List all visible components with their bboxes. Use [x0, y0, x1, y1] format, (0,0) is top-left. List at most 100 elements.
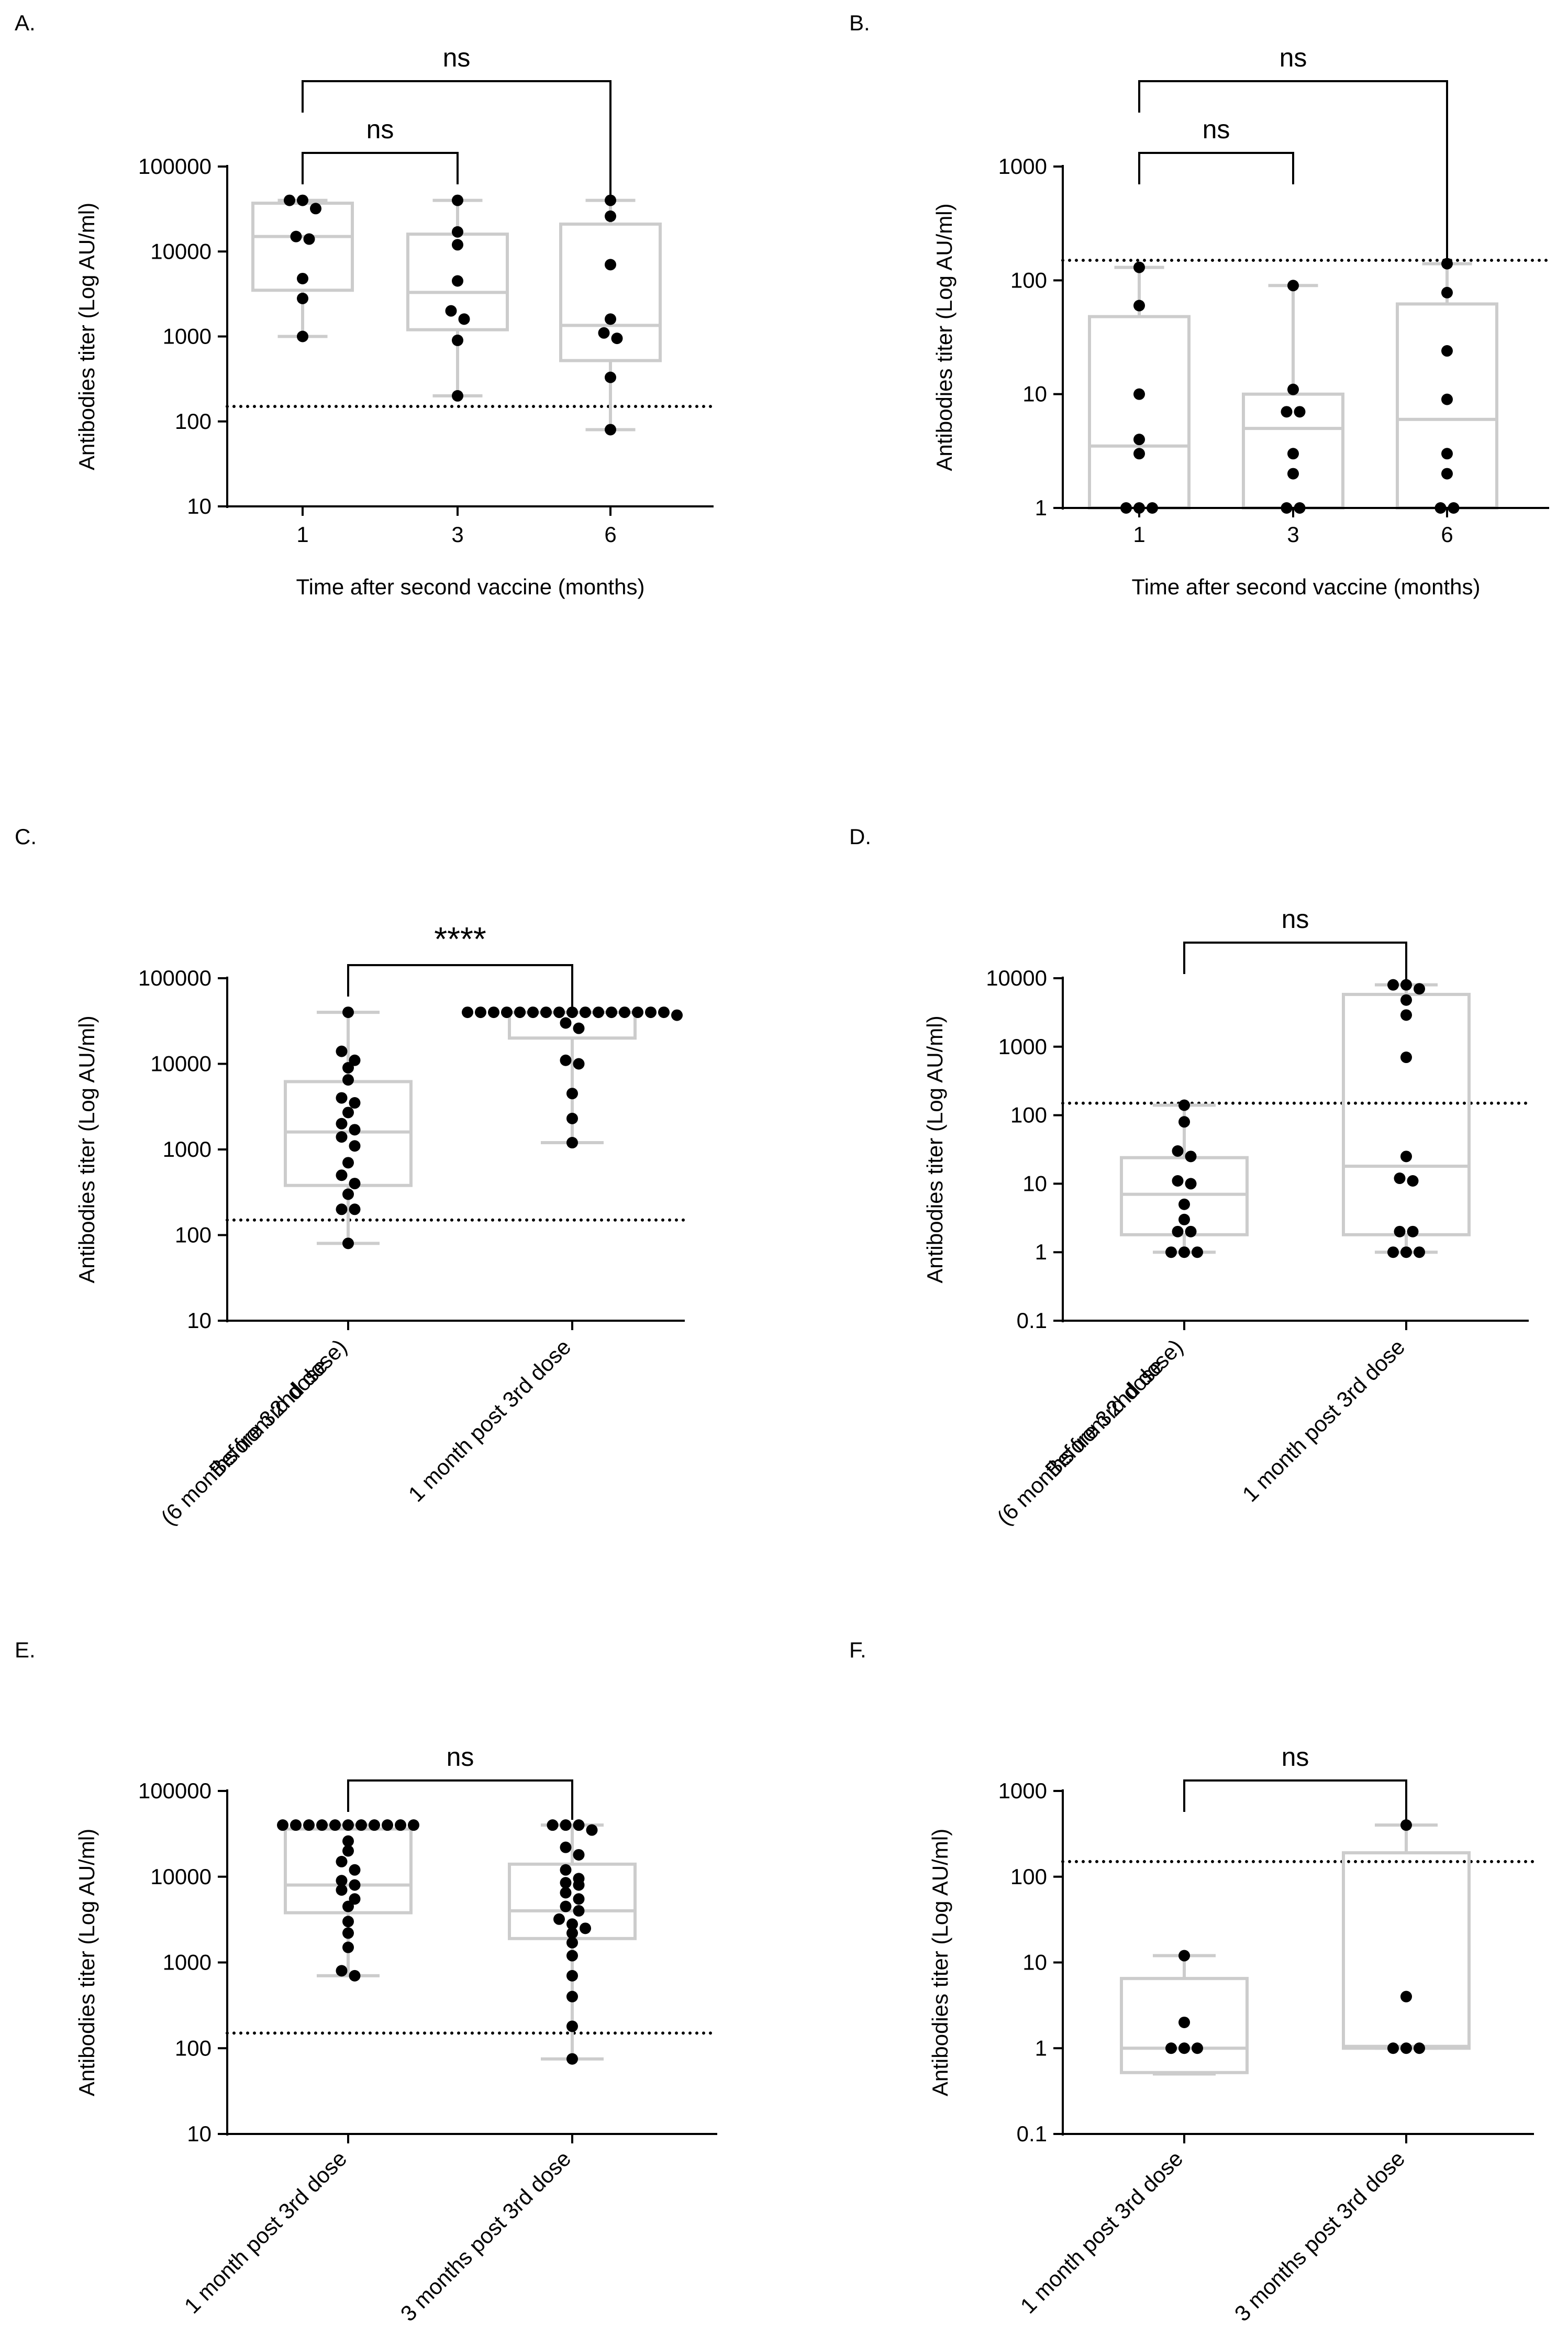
data-point	[349, 1097, 361, 1109]
significance-bracket	[302, 80, 611, 195]
y-tick-label: 1000	[163, 1137, 212, 1162]
data-point	[1400, 1990, 1412, 2003]
data-point	[671, 1009, 683, 1021]
data-point	[1165, 2042, 1177, 2054]
x-axis-label: Time after second vaccine (months)	[296, 574, 644, 599]
box-1	[284, 1011, 413, 1245]
data-point	[1185, 1178, 1197, 1190]
data-point	[1133, 448, 1145, 460]
y-tick-label: 1	[1035, 1240, 1047, 1264]
data-point	[1287, 448, 1299, 460]
y-axis-label: Antibodies titer (Log AU/ml)	[74, 1829, 99, 2096]
data-point	[566, 1918, 578, 1930]
data-point	[501, 1006, 513, 1019]
data-point	[408, 1819, 419, 1831]
data-point	[1441, 258, 1453, 270]
data-point	[1394, 1225, 1406, 1237]
data-point	[1400, 2042, 1412, 2054]
x-category-label: 6	[604, 522, 616, 547]
data-point	[488, 1006, 499, 1019]
data-point	[336, 1118, 348, 1130]
data-point	[1387, 979, 1399, 991]
data-point	[342, 1927, 354, 1939]
data-point	[342, 1074, 354, 1086]
data-point	[514, 1006, 526, 1019]
data-point	[1407, 1175, 1419, 1187]
y-tick-label: 1000	[163, 324, 212, 349]
data-point	[566, 1990, 578, 2003]
significance-label: ns	[1203, 115, 1230, 144]
data-point	[1185, 1225, 1197, 1237]
data-point	[349, 1864, 361, 1876]
x-category-label: 1 month post 3rd dose	[404, 1334, 576, 1507]
y-tick-label: 1000	[998, 1034, 1047, 1059]
data-point	[336, 1169, 348, 1181]
significance-label: ns	[1282, 904, 1309, 934]
data-point	[560, 1054, 572, 1066]
x-axis-label: Time after second vaccine (months)	[1131, 574, 1480, 599]
data-point	[349, 1970, 361, 1982]
data-point	[566, 2053, 578, 2065]
data-point	[573, 1879, 585, 1891]
y-tick-label: 100	[1010, 1103, 1047, 1127]
data-point	[645, 1006, 657, 1019]
significance-bracket	[1183, 942, 1407, 980]
significance-label: ns	[443, 43, 471, 72]
data-point	[553, 1006, 565, 1019]
significance-bracket	[347, 1779, 573, 1820]
data-point	[658, 1006, 670, 1019]
data-point	[297, 330, 308, 342]
y-tick-label: 10000	[150, 1864, 212, 1889]
data-point	[1414, 1246, 1425, 1258]
panel-label: F.	[849, 1638, 866, 1662]
box-iqr	[1120, 1156, 1249, 1236]
data-point	[1441, 345, 1453, 357]
data-point	[566, 1112, 578, 1124]
data-point	[1178, 2042, 1190, 2054]
data-point	[316, 1819, 328, 1831]
data-point	[452, 334, 463, 346]
y-axis-label: Antibodies titer (Log AU/ml)	[74, 203, 99, 470]
panel-label: A.	[15, 10, 36, 35]
y-tick-label: 10000	[986, 966, 1047, 990]
x-category-label: 1 month post 3rd dose	[1238, 1334, 1410, 1507]
data-point	[540, 1006, 552, 1019]
data-point	[349, 1879, 361, 1891]
significance-label: ns	[447, 1742, 474, 1772]
data-point	[349, 1140, 361, 1152]
significance-label: ns	[1282, 1742, 1309, 1772]
data-point	[303, 233, 315, 245]
data-point	[566, 1006, 578, 1019]
data-point	[1172, 1145, 1184, 1157]
data-point	[297, 272, 308, 284]
y-tick-label: 0.1	[1017, 1308, 1047, 1333]
data-point	[1294, 406, 1306, 418]
y-tick-label: 10	[187, 1308, 212, 1333]
data-point	[573, 1022, 585, 1034]
data-point	[1133, 261, 1145, 273]
data-point	[573, 1058, 585, 1070]
data-point	[349, 1124, 361, 1136]
panel-label: E.	[15, 1638, 36, 1662]
data-point	[1441, 286, 1453, 298]
x-category-label: 1	[296, 522, 308, 547]
data-point	[1441, 468, 1453, 480]
y-tick-label: 100	[1010, 268, 1047, 292]
data-point	[593, 1006, 604, 1019]
data-point	[336, 1131, 348, 1143]
data-point	[1178, 1116, 1190, 1128]
data-point	[605, 371, 616, 383]
y-tick-label: 100	[175, 1223, 212, 1247]
data-point	[336, 1203, 348, 1215]
significance-bracket	[1138, 80, 1448, 259]
data-point	[382, 1819, 393, 1831]
data-point	[553, 1913, 565, 1925]
data-point	[1178, 1213, 1190, 1225]
box-iqr	[1120, 1977, 1249, 2074]
data-point	[1400, 1819, 1412, 1831]
box-2	[1342, 983, 1471, 1254]
data-point	[1400, 1052, 1412, 1064]
x-category-label: 1 month post 3rd dose	[1016, 2146, 1188, 2318]
data-point	[342, 1916, 354, 1928]
data-point	[605, 313, 616, 325]
